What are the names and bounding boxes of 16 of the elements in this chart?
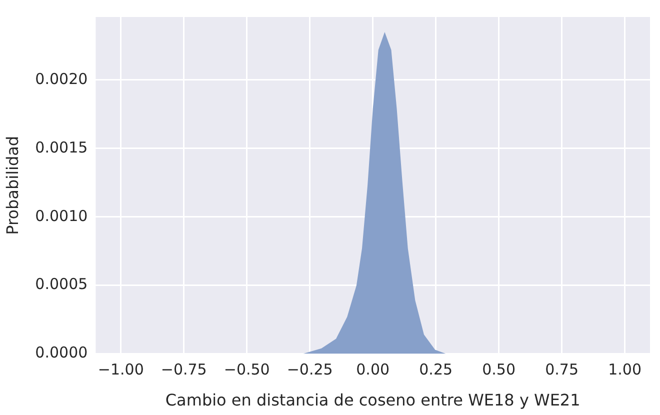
x-tick-label: −1.00 (98, 360, 144, 379)
y-tick-label: 0.0000 (35, 344, 88, 362)
x-tick-label: −0.75 (160, 360, 207, 379)
x-tick-label: −0.50 (224, 360, 270, 379)
y-axis-title: Probabilidad (2, 136, 22, 235)
y-tick-label: 0.0015 (35, 138, 88, 156)
x-tick-label: 0.75 (545, 360, 579, 379)
x-axis-title: Cambio en distancia de coseno entre WE18 y WE21 (165, 390, 580, 410)
y-tick-label: 0.0010 (35, 206, 88, 225)
x-tick-label: −0.25 (286, 360, 333, 379)
x-tick-label: 0.00 (356, 360, 390, 379)
x-tick-label: 1.00 (608, 360, 642, 379)
x-tick-label: 0.25 (419, 360, 453, 379)
x-tick-label: 0.50 (482, 360, 516, 379)
y-tick-label: 0.0005 (35, 275, 88, 294)
y-tick-label: 0.0020 (35, 70, 88, 88)
